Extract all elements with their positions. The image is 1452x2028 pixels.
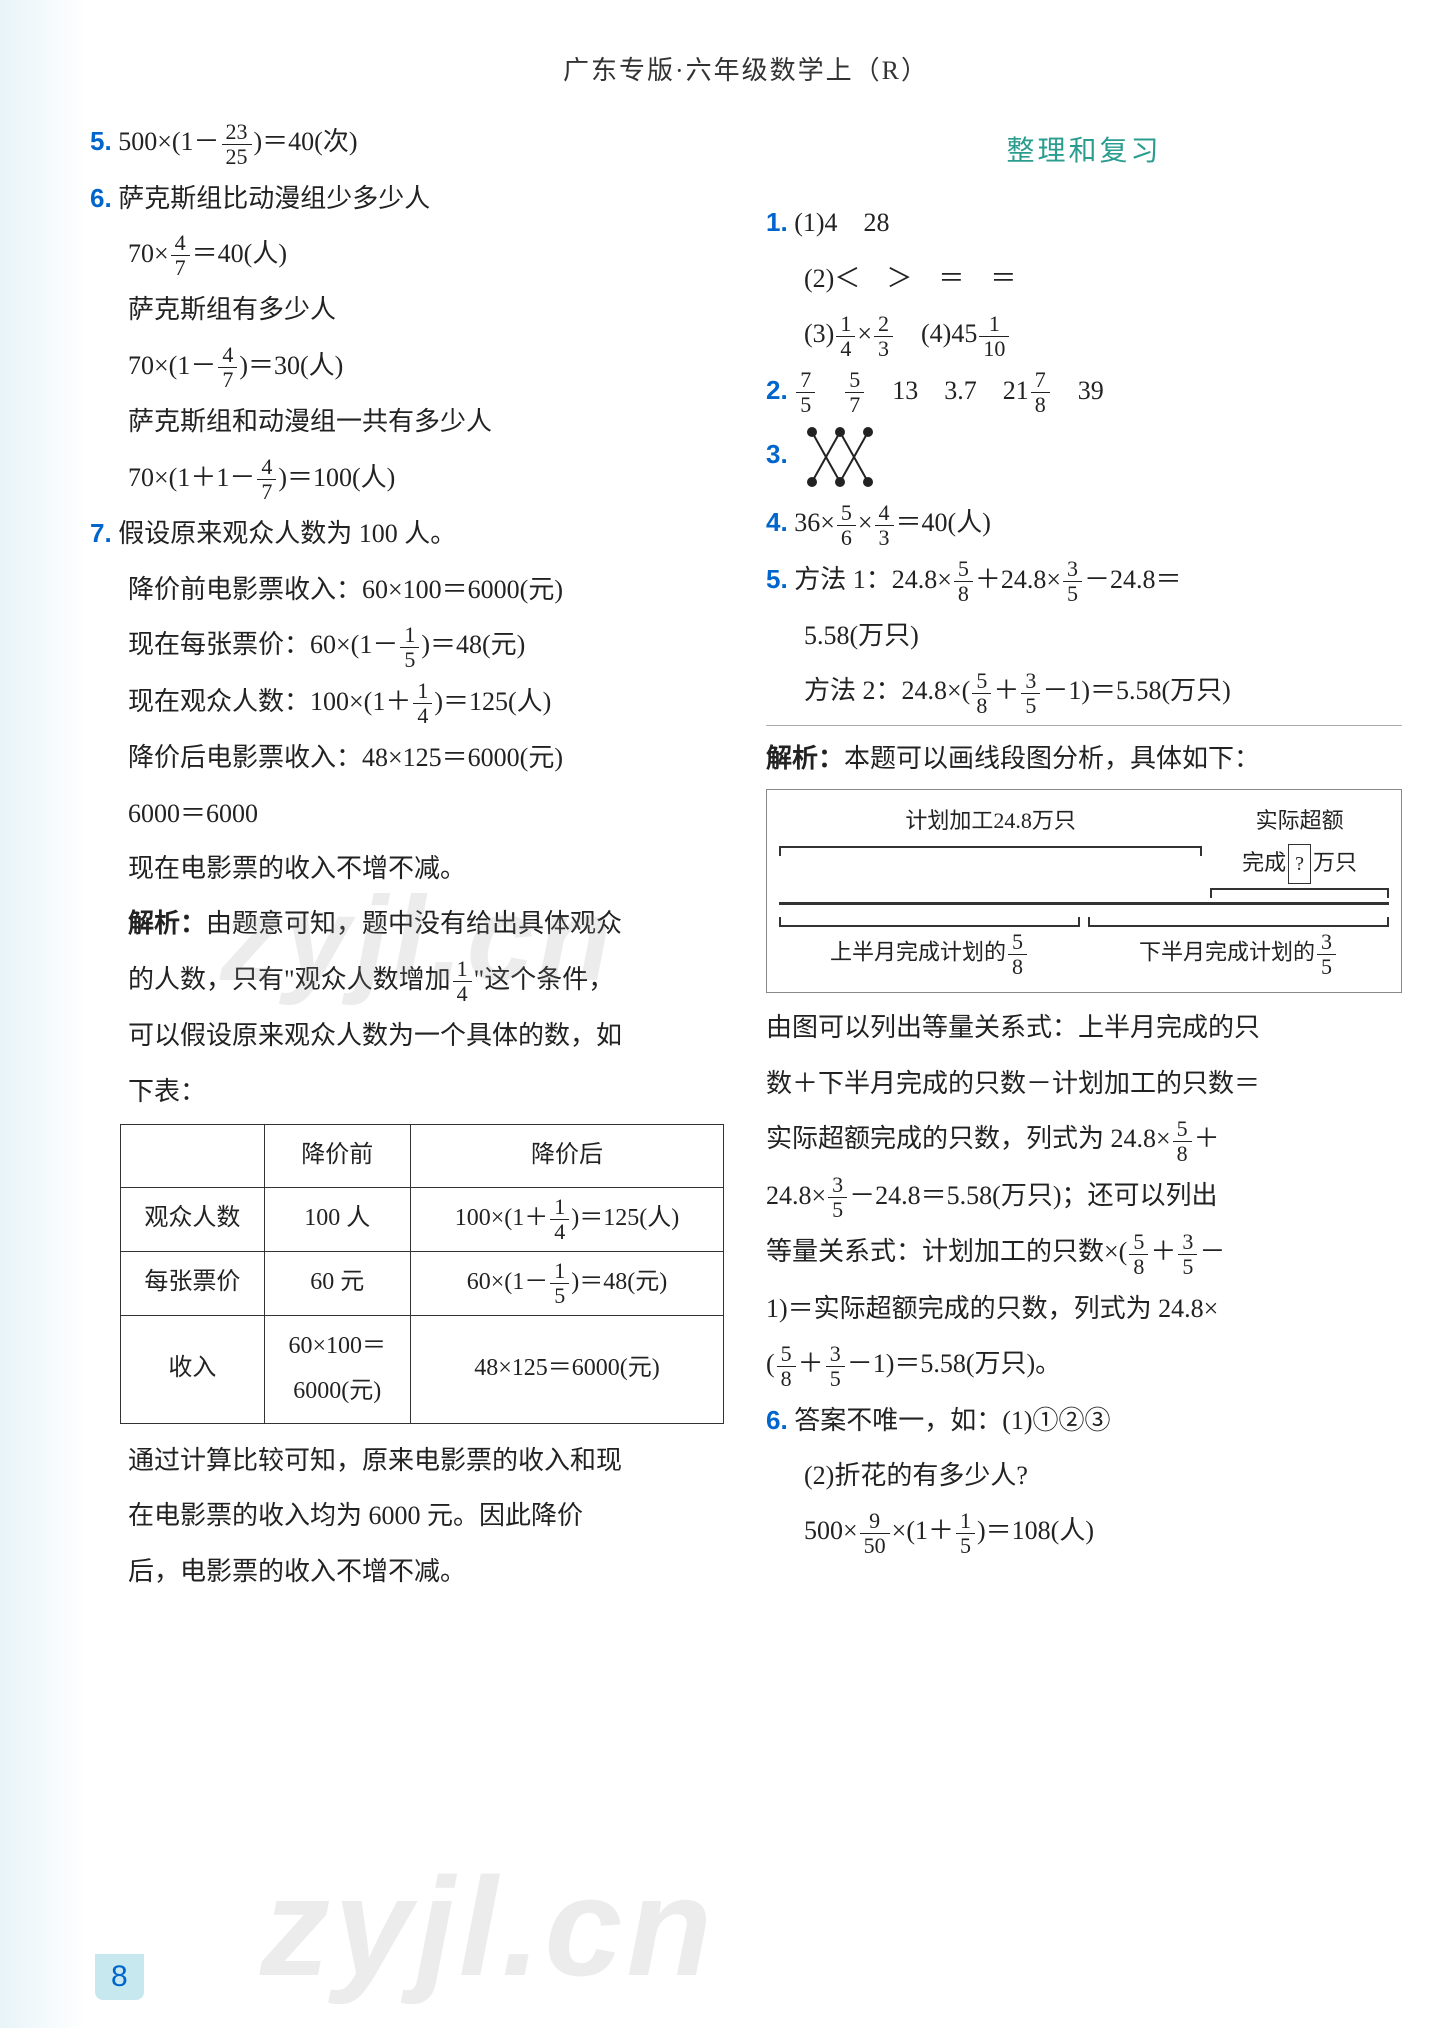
page-number: 8 bbox=[95, 1954, 144, 2000]
r-q6-l2: (2)折花的有多少人? bbox=[766, 1451, 1402, 1500]
q7-l5: 降价后电影票收入：48×125＝6000(元) bbox=[90, 733, 726, 782]
q5: 5. 500×(1－2325)＝40(次) bbox=[90, 117, 726, 168]
left-column: 5. 500×(1－2325)＝40(次) 6. 萨克斯组比动漫组少多少人 70… bbox=[90, 117, 726, 1602]
r-q2: 2. 75 57 13 3.7 2178 39 bbox=[766, 366, 1402, 417]
q7-a2: 的人数，只有"观众人数增加14"这个条件， bbox=[90, 955, 726, 1006]
q6-l5: 萨克斯组和动漫组一共有多少人 bbox=[90, 397, 726, 446]
q7-c2: 在电影票的收入均为 6000 元。因此降价 bbox=[90, 1491, 726, 1540]
page-header: 广东专版·六年级数学上（R） bbox=[90, 50, 1402, 87]
r-q1-l3: (3)14×23 (4)45110 bbox=[766, 309, 1402, 360]
page: 广东专版·六年级数学上（R） 5. 500×(1－2325)＝40(次) 6. … bbox=[0, 0, 1452, 2028]
q7-analysis: 解析：由题意可知，题中没有给出具体观众 bbox=[90, 899, 726, 948]
r-ab-l5: 等量关系式：计划加工的只数×(58＋35－ bbox=[766, 1227, 1402, 1278]
r-q6-l1: 6. 答案不唯一，如：(1)①②③ bbox=[766, 1396, 1402, 1445]
r-analysis-intro: 解析：本题可以画线段图分析，具体如下： bbox=[766, 725, 1402, 783]
q7-l6: 6000＝6000 bbox=[90, 789, 726, 838]
q6-l3: 萨克斯组有多少人 bbox=[90, 285, 726, 334]
r-ab-l2: 数＋下半月完成的只数－计划加工的只数＝ bbox=[766, 1059, 1402, 1108]
table-row: 每张票价 60 元 60×(1－15)＝48(元) bbox=[121, 1251, 724, 1315]
r-q1-l1: 1. (1)4 28 bbox=[766, 198, 1402, 247]
r-q3: 3. bbox=[766, 422, 1402, 492]
r-ab-l3: 实际超额完成的只数，列式为 24.8×58＋ bbox=[766, 1114, 1402, 1165]
section-title: 整理和复习 bbox=[766, 125, 1402, 178]
r-ab-l4: 24.8×35－24.8＝5.58(万只)；还可以列出 bbox=[766, 1171, 1402, 1222]
q7-a4: 下表： bbox=[90, 1067, 726, 1116]
q7-l1: 7. 假设原来观众人数为 100 人。 bbox=[90, 509, 726, 558]
r-ab-l6: 1)＝实际超额完成的只数，列式为 24.8× bbox=[766, 1284, 1402, 1333]
r-q5-m2: 方法 2：24.8×(58＋35－1)＝5.58(万只) bbox=[766, 666, 1402, 717]
table-row: 收入 60×100＝6000(元) 48×125＝6000(元) bbox=[121, 1315, 724, 1423]
q6-l6: 70×(1＋1－47)＝100(人) bbox=[90, 453, 726, 504]
q7-a3: 可以假设原来观众人数为一个具体的数，如 bbox=[90, 1011, 726, 1060]
right-column: 整理和复习 1. (1)4 28 (2)＜ ＞ ＝ ＝ (3)14×23 (4)… bbox=[766, 117, 1402, 1602]
q7-l7: 现在电影票的收入不增不减。 bbox=[90, 844, 726, 893]
q7-table: 降价前 降价后 观众人数 100 人 100×(1＋14)＝125(人) 每张票… bbox=[120, 1124, 724, 1424]
q7-l2: 降价前电影票收入：60×100＝6000(元) bbox=[90, 565, 726, 614]
q7-c3: 后，电影票的收入不增不减。 bbox=[90, 1547, 726, 1596]
r-q4: 4. 36×56×43＝40(人) bbox=[766, 498, 1402, 549]
table-row: 观众人数 100 人 100×(1＋14)＝125(人) bbox=[121, 1187, 724, 1251]
q7-l3: 现在每张票价：60×(1－15)＝48(元) bbox=[90, 620, 726, 671]
r-q5-m1: 5. 方法 1：24.8×58＋24.8×35－24.8＝ bbox=[766, 555, 1402, 606]
r-q5-m1d: 5.58(万只) bbox=[766, 611, 1402, 660]
segment-diagram: 计划加工24.8万只 实际超额 完成?万只 上半月完成计划的58 bbox=[766, 789, 1402, 993]
q7-l4: 现在观众人数：100×(1＋14)＝125(人) bbox=[90, 677, 726, 728]
content-columns: 5. 500×(1－2325)＝40(次) 6. 萨克斯组比动漫组少多少人 70… bbox=[90, 117, 1402, 1602]
cross-diagram-icon bbox=[800, 422, 880, 492]
q6-l2: 70×47＝40(人) bbox=[90, 229, 726, 280]
q6-l1: 6. 萨克斯组比动漫组少多少人 bbox=[90, 174, 726, 223]
q6-l4: 70×(1－47)＝30(人) bbox=[90, 341, 726, 392]
r-q1-l2: (2)＜ ＞ ＝ ＝ bbox=[766, 254, 1402, 303]
q7-c1: 通过计算比较可知，原来电影票的收入和现 bbox=[90, 1436, 726, 1485]
watermark-icon: zyjl.cn bbox=[260, 1846, 716, 2008]
r-ab-l1: 由图可以列出等量关系式：上半月完成的只 bbox=[766, 1003, 1402, 1052]
r-q6-l3: 500×950×(1＋15)＝108(人) bbox=[766, 1506, 1402, 1557]
r-ab-l7: (58＋35－1)＝5.58(万只)。 bbox=[766, 1339, 1402, 1390]
